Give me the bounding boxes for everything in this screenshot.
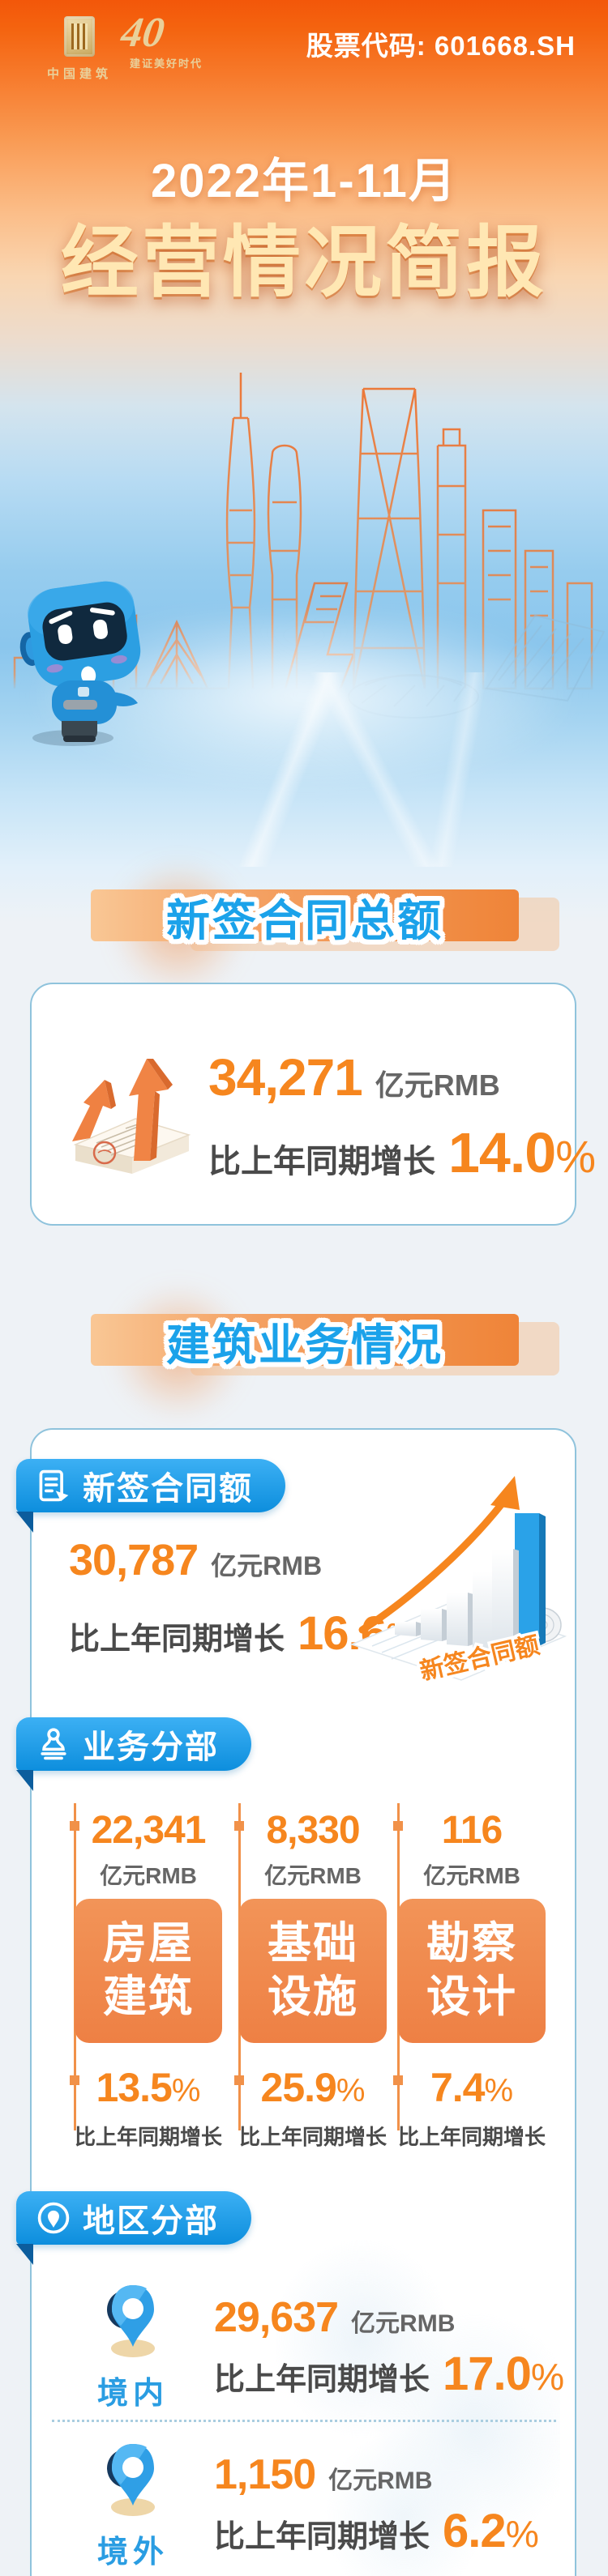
contracts-value-row: 30,787 亿元RMB <box>69 1535 322 1585</box>
segment-name-line: 勘察 <box>426 1919 517 1968</box>
segment-growth-value: 25.9% <box>260 2065 366 2110</box>
stock-code: 股票代码: 601668.SH <box>306 31 576 61</box>
doc-pen-icon <box>39 1469 69 1502</box>
segment-growth-value: 13.5% <box>96 2065 201 2110</box>
badge-new-contracts: 新签合同额 <box>16 1459 285 1533</box>
growth-value: 17.0% <box>443 2348 565 2400</box>
badge-label: 业务分部 <box>83 1729 219 1765</box>
stamp-icon <box>41 1728 66 1760</box>
segment-value: 8,330 <box>266 1809 360 1852</box>
anniversary-caption: 建证美好时代 <box>130 58 203 70</box>
contracts-value: 30,787 <box>69 1536 199 1584</box>
segment-marker <box>70 1821 79 1831</box>
segment-marker <box>393 1821 403 1831</box>
total-card: 34,271 亿元RMB 比上年同期增长 14.0% <box>30 983 596 1226</box>
segment-name-box: 勘察 设计 <box>398 1899 546 2043</box>
region-unit: 亿元RMB <box>351 2310 456 2337</box>
segment-growth-value: 7.4% <box>430 2065 514 2110</box>
badge-label: 新签合同额 <box>83 1471 253 1507</box>
segment-value: 116 <box>441 1809 503 1852</box>
region-value-row: 29,637 亿元RMB <box>214 2293 455 2342</box>
total-growth-row: 比上年同期增长 14.0% <box>208 1120 596 1185</box>
contracts-unit: 亿元RMB <box>211 1551 323 1580</box>
section-banner-construction <box>91 1314 519 1366</box>
segment-name-line: 房屋 <box>103 1919 194 1968</box>
segment-marker <box>234 2075 244 2085</box>
growth-value: 14.0% <box>448 1121 597 1184</box>
segment-growth-label: 比上年同期增长 <box>239 2125 387 2149</box>
construction-card: 新签合同额 30,787 亿元RMB 比上年同期增长 16.6% <box>16 1428 576 2576</box>
total-value: 34,271 <box>208 1048 363 1107</box>
segment-name-line: 建筑 <box>103 1973 194 2021</box>
cscec-logo: 中国建筑 <box>41 16 118 82</box>
contract-docs-icon <box>72 1059 191 1174</box>
segment-value: 22,341 <box>91 1809 207 1852</box>
section-title-construction: 建筑业务情况 <box>166 1321 443 1370</box>
growth-label: 比上年同期增长 <box>208 1144 435 1179</box>
region-unit: 亿元RMB <box>328 2467 433 2494</box>
region-label: 境内 <box>96 2377 169 2411</box>
segment-marker <box>393 2075 403 2085</box>
segment-growth-label: 比上年同期增长 <box>398 2125 546 2149</box>
pin-circle-icon <box>37 2202 70 2234</box>
map-watermark <box>276 2232 560 2576</box>
anniversary-logo: 40 建证美好时代 <box>118 10 203 70</box>
robot-mascot <box>19 581 141 746</box>
region-growth-row: 比上年同期增长 17.0% <box>214 2347 564 2401</box>
region-value-row: 1,150 亿元RMB <box>214 2450 432 2499</box>
growth-label: 比上年同期增长 <box>69 1623 285 1657</box>
anniversary-number: 40 <box>118 10 168 56</box>
segment-growth-label: 比上年同期增长 <box>75 2125 223 2149</box>
percent-sign: % <box>530 2356 565 2398</box>
region-value: 29,637 <box>214 2294 339 2341</box>
segment-name-line: 基础 <box>268 1919 358 1968</box>
region-label: 境外 <box>96 2535 169 2570</box>
segment-unit: 亿元RMB <box>264 1863 362 1888</box>
percent-sign: % <box>336 2073 366 2109</box>
badge-business-segments: 业务分部 <box>16 1717 251 1791</box>
header-bar: 中国建筑 40 建证美好时代 股票代码: 601668.SH <box>0 0 608 89</box>
growth-label: 比上年同期增长 <box>214 2520 430 2554</box>
segment-name-box: 房屋 建筑 <box>75 1899 222 2043</box>
location-pin-icon <box>107 2444 155 2516</box>
growth-value: 6.2% <box>443 2505 539 2557</box>
hero-section: 中国建筑 40 建证美好时代 股票代码: 601668.SH 2022年1-11… <box>0 0 608 923</box>
percent-sign: % <box>171 2073 201 2109</box>
percent-sign: % <box>555 1131 597 1182</box>
region-value: 1,150 <box>214 2451 316 2498</box>
page-title: 经营情况简报 <box>61 220 547 306</box>
location-pin-icon <box>107 2285 155 2357</box>
segment-marker <box>234 1821 244 1831</box>
growth-label: 比上年同期增长 <box>214 2363 430 2397</box>
badge-region-segments: 地区分部 <box>16 2191 251 2265</box>
cscec-logo-icon <box>64 16 95 57</box>
badge-label: 地区分部 <box>83 2203 219 2239</box>
title-period: 2022年1-11月 <box>151 155 457 207</box>
percent-sign: % <box>505 2513 539 2555</box>
segment-name-line: 设计 <box>426 1973 517 2021</box>
region-growth-row: 比上年同期增长 6.2% <box>214 2504 539 2558</box>
segment-unit: 亿元RMB <box>100 1863 197 1888</box>
total-value-row: 34,271 亿元RMB <box>208 1047 500 1107</box>
percent-sign: % <box>484 2073 514 2109</box>
segment-name-box: 基础 设施 <box>239 1899 387 2043</box>
segment-marker <box>70 2075 79 2085</box>
section-title-total: 新签合同总额 <box>166 897 443 945</box>
segment-name-line: 设施 <box>268 1973 358 2021</box>
total-unit: 亿元RMB <box>375 1068 500 1102</box>
dotted-divider <box>52 2420 556 2422</box>
company-name: 中国建筑 <box>46 67 112 81</box>
section-banner-total <box>91 889 519 941</box>
segment-unit: 亿元RMB <box>423 1863 520 1888</box>
growth-chart-illustration: 新签合同额 <box>349 1476 567 1685</box>
